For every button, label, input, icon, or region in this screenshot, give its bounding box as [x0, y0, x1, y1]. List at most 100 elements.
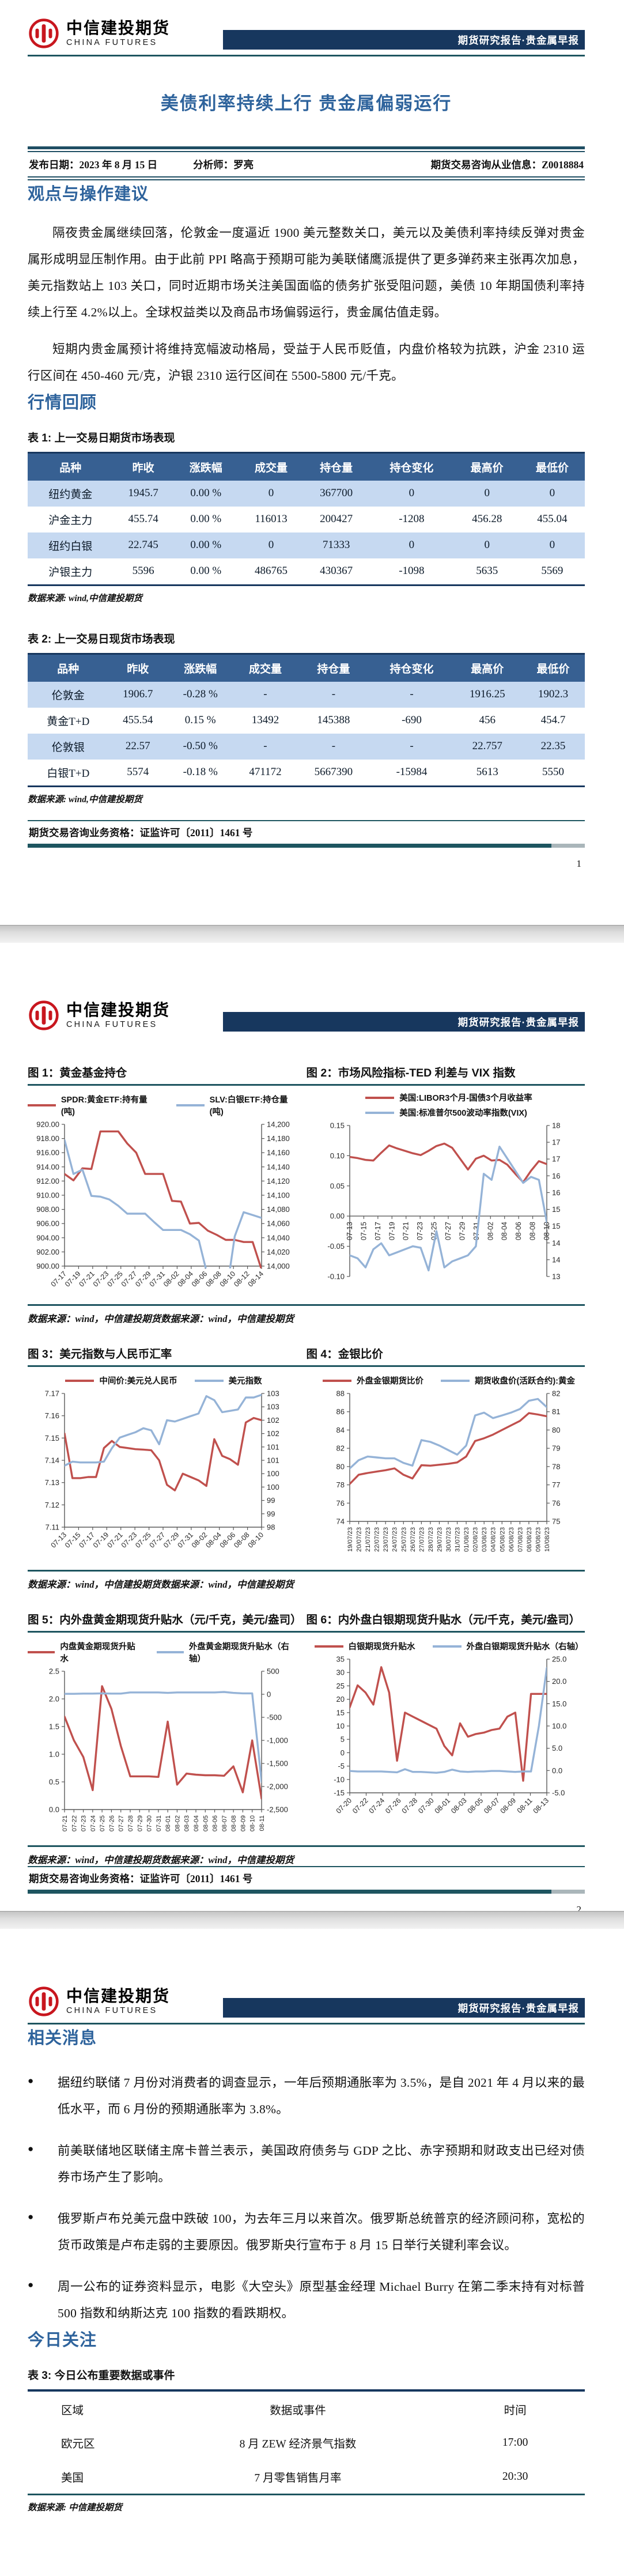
left-axis-tick-label: 7.17: [45, 1389, 59, 1398]
figure-titles-row-1: 图 1：黄金基金持仓 图 2：市场风险指标-TED 利差与 VIX 指数: [28, 1063, 585, 1086]
left-axis-tick-label: 25: [336, 1682, 345, 1690]
right-axis-tick-label: 102: [267, 1429, 279, 1438]
left-axis-tick-label: 0.5: [49, 1778, 59, 1786]
table-cell: 0.00 %: [190, 513, 222, 526]
page-1-footer: 期货交易咨询业务资格：证监许可〔2011〕1461 号 1: [28, 820, 585, 870]
figure-source-row-1: 数据来源：wind，中信建投期货数据来源：wind，中信建投期货: [28, 1304, 585, 1325]
legend-item: 外盘金银期货比价: [323, 1374, 423, 1387]
figure-source-row-3: 数据来源：wind，中信建投期货数据来源：wind，中信建投期货: [28, 1845, 585, 1866]
figure-5-legend: 内盘黄金期现货升贴水 外盘黄金期现货升贴水（右轴）: [28, 1640, 300, 1664]
table-2-caption: 表 2: 上一交易日现货市场表现: [28, 633, 175, 645]
x-axis-tick-label: 07-23: [120, 1531, 139, 1550]
legend-line-swatch: [441, 1379, 470, 1382]
table-cell: 白银T+D: [47, 767, 90, 780]
news-item: ● 前美联储地区联储主席卡普兰表示，美国政府债务与 GDP 之比、赤字预期和财政支…: [28, 2137, 585, 2190]
page-separator: [0, 1911, 624, 1929]
right-axis-tick-label: -2,500: [267, 1806, 288, 1814]
company-logo-icon: [29, 18, 59, 48]
page-number: 2: [576, 1904, 582, 1911]
left-axis-tick-label: 10: [336, 1722, 345, 1731]
table-cell: 13492: [251, 714, 279, 727]
table-cell: 1902.3: [538, 688, 569, 701]
right-axis-tick-label: 99: [267, 1509, 275, 1518]
x-axis-tick-label: 09/08/23: [535, 1527, 542, 1552]
line-series-SLV白银ETF持仓量: [65, 1139, 262, 1268]
right-axis-tick-label: 81: [552, 1407, 560, 1416]
left-axis-tick-label: -0.10: [327, 1272, 345, 1281]
x-axis-tick-label: 08-04: [193, 1815, 200, 1831]
legend-item: 期货收盘价(活跃合约):黄金: [441, 1374, 575, 1387]
table-cell: 71333: [322, 539, 350, 552]
table-cell: -: [331, 688, 336, 701]
x-axis-tick-label: 07-25: [99, 1815, 106, 1831]
figure-4-title: 图 4：金银比价: [306, 1348, 383, 1361]
right-axis-tick-label: 14,040: [267, 1233, 290, 1242]
x-axis-tick-label: 08-04: [176, 1270, 195, 1289]
x-axis-tick-label: 08-02: [190, 1531, 209, 1550]
x-axis-tick-label: 07-25: [134, 1531, 153, 1550]
x-axis-tick-label: 08-01: [165, 1815, 172, 1831]
x-axis-tick-label: 07-26: [384, 1796, 403, 1815]
table-cell: 5569: [541, 565, 564, 577]
figure-2-chart: 0.15 0.10 0.05 0.00 -0.05 -0.10 18 17 17 16 16 15 15…: [327, 1121, 560, 1281]
left-axis-tick-label: 7.12: [45, 1501, 59, 1509]
left-axis-tick-label: 7.14: [45, 1456, 59, 1465]
left-axis-tick-label: 78: [336, 1480, 345, 1489]
table-cell: 5635: [476, 565, 498, 577]
right-axis-tick-label: 14,020: [267, 1248, 290, 1256]
right-axis-tick-label: 100: [267, 1483, 279, 1491]
company-logo: 中信建投期货 CHINA FUTURES: [28, 999, 170, 1032]
x-axis-tick-label: 07-24: [368, 1796, 387, 1815]
x-axis-tick-label: 07-22: [351, 1796, 370, 1815]
brand-name-cn: 中信建投期货: [66, 19, 171, 37]
left-axis-tick-label: 7.13: [45, 1478, 59, 1487]
section-title-today: 今日关注: [28, 2331, 97, 2350]
x-axis-tick-label: 07-21: [402, 1222, 410, 1240]
x-axis-tick-label: 07-27: [148, 1531, 167, 1550]
header-rule: [28, 2023, 585, 2024]
table-cell: 0: [268, 539, 274, 552]
report-meta-bar: 发布日期：2023 年 8 月 15 日 分析师：罗亮 期货交易咨询从业信息：Z…: [28, 146, 585, 180]
right-axis-tick-label: 17: [552, 1155, 560, 1164]
figure-3-title: 图 3：美元指数与人民币汇率: [28, 1348, 172, 1361]
company-logo: 中信建投期货 CHINA FUTURES: [28, 17, 170, 50]
x-axis-tick-label: 07-29: [134, 1270, 153, 1289]
x-axis-tick-label: 08-07: [221, 1815, 228, 1831]
x-axis-tick-label: 07-31: [148, 1270, 167, 1289]
x-axis-tick-label: 08-03: [449, 1796, 468, 1815]
x-axis-tick-label: 08-06: [190, 1270, 209, 1289]
legend-label: 内盘黄金期现货升贴水: [60, 1642, 135, 1664]
table-cell: 5574: [127, 766, 149, 779]
left-axis-tick-label: 20: [336, 1695, 345, 1704]
right-axis-tick-label: 99: [267, 1496, 275, 1505]
left-axis-tick-label: 0: [341, 1748, 345, 1757]
figure-2: 美国:LIBOR3个月-国债3个月收益率 美国:标准普尔500波动率指数(VIX)…: [313, 1086, 585, 1300]
column-header: 品种: [28, 451, 114, 481]
figure-4-legend: 外盘金银期货比价 期货收盘价(活跃合约):黄金: [313, 1374, 585, 1387]
x-axis-tick-label: 08-11: [516, 1796, 534, 1815]
x-axis-tick-label: 08-10: [218, 1270, 237, 1289]
left-axis-tick-label: 908.00: [36, 1205, 59, 1214]
right-axis-tick-label: 102: [267, 1416, 279, 1425]
legend-line-swatch: [194, 1379, 224, 1382]
figure-5-title: 图 5：内外盘黄金期现货升贴水（元/千克，美元/盎司）: [28, 1614, 302, 1626]
figure-1-title: 图 1：黄金基金持仓: [28, 1067, 127, 1079]
left-axis-tick-label: 1.5: [49, 1723, 59, 1731]
x-axis-tick-label: 04/08/23: [490, 1527, 497, 1552]
table-cell: 5613: [476, 766, 498, 779]
x-axis-tick-label: 08-09: [499, 1796, 518, 1815]
x-axis-tick-label: 25/07/23: [400, 1527, 407, 1552]
x-axis-tick-label: 07-30: [417, 1796, 436, 1815]
report-banner: 期货研究报告·贵金属早报: [223, 1998, 585, 2018]
legend-line-swatch: [365, 1096, 395, 1099]
figure-5: 内盘黄金期现货升贴水 外盘黄金期现货升贴水（右轴） 2.5 2.0 1.5 1.0 0.5…: [28, 1633, 300, 1841]
x-axis-tick-label: 07-19: [63, 1270, 82, 1289]
column-header: 昨收: [108, 652, 167, 682]
left-axis-tick-label: 82: [336, 1444, 345, 1453]
legend-line-swatch: [156, 1651, 184, 1653]
figure-3-chart: 7.17 7.16 7.15 7.14 7.13 7.12 7.11 103 103 102 102…: [45, 1389, 279, 1550]
x-axis-tick-label: 08-02: [486, 1222, 494, 1240]
table-cell: 7 月零售销售月率: [254, 2472, 342, 2484]
table-1-caption: 表 1: 上一交易日期货市场表现: [28, 432, 175, 444]
left-axis-tick-label: 0.10: [330, 1151, 345, 1160]
